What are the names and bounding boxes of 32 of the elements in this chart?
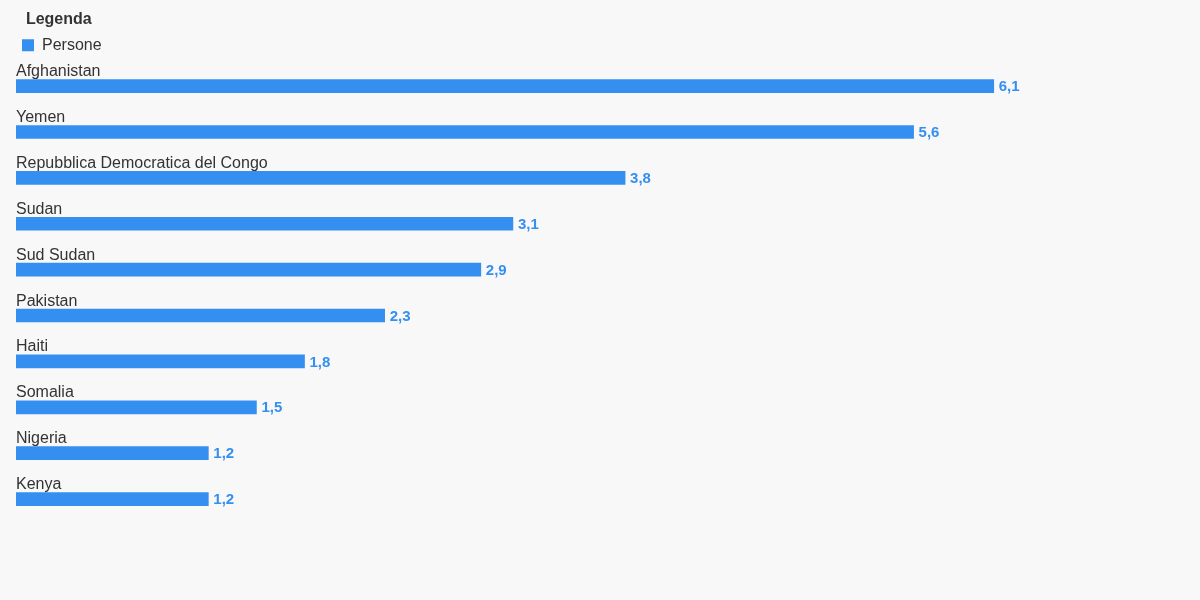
bar [16, 308, 385, 323]
data-label: 1,8 [309, 352, 331, 370]
data-label: 2,9 [485, 260, 507, 278]
y-tick-label: Kenya [16, 475, 62, 493]
data-label: 2,3 [389, 306, 411, 324]
legend-title: Legenda [25, 10, 92, 28]
data-label: 1,2 [213, 490, 235, 508]
y-tick-label: Afghanistan [16, 62, 101, 80]
bar [16, 400, 257, 415]
bar [16, 216, 514, 231]
y-tick-label: Pakistan [16, 291, 78, 309]
bar [16, 446, 209, 461]
y-tick-label: Repubblica Democratica del Congo [16, 153, 268, 171]
y-tick-label: Somalia [16, 383, 74, 401]
bar [16, 354, 305, 369]
bar [16, 492, 209, 506]
data-label: 3,1 [517, 214, 539, 232]
data-label: 1,2 [213, 444, 235, 462]
bar [16, 171, 626, 185]
bar [16, 262, 482, 277]
data-label: 6,1 [998, 77, 1020, 95]
legend-label: Persone [42, 35, 102, 53]
data-label: 3,8 [630, 169, 651, 187]
bar [16, 125, 914, 139]
y-tick-label: Haiti [16, 337, 49, 355]
y-tick-label: Sudan [16, 199, 63, 217]
y-tick-label: Yemen [16, 108, 66, 126]
y-tick-label: Nigeria [16, 429, 67, 447]
data-label: 1,5 [261, 398, 283, 416]
y-tick-label: Sud Sudan [16, 245, 96, 263]
data-label: 5,6 [918, 123, 940, 141]
bar [16, 79, 995, 93]
